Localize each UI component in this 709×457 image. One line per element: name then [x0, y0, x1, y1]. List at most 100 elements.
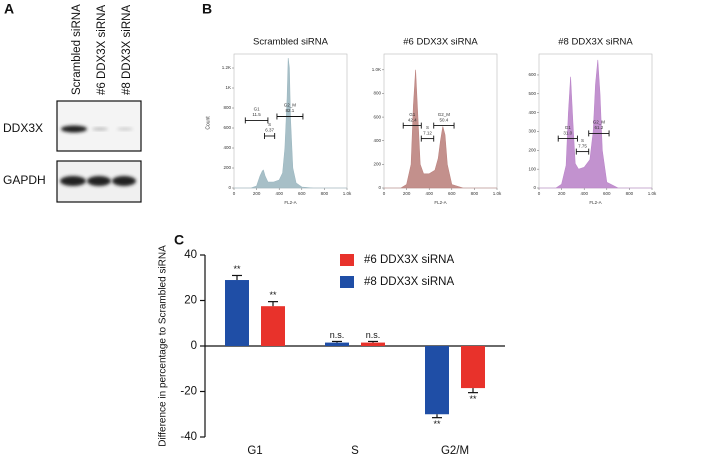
y-tick-label: 0	[533, 185, 536, 190]
row-label: GAPDH	[3, 173, 46, 187]
x-axis-label: FL2-A	[284, 200, 296, 205]
y-tick-label: 0	[378, 185, 381, 190]
x-tick-label: 1.0k	[493, 191, 502, 196]
legend-swatch	[340, 276, 354, 288]
y-tick-label: 1K	[225, 85, 231, 90]
x-tick-label: 600	[603, 191, 611, 196]
gate-name: G1	[565, 125, 572, 130]
x-tick-label: 400	[425, 191, 433, 196]
panel-letter: C	[174, 232, 184, 248]
gate-value: 42.4	[408, 117, 417, 122]
lane-label: #8 DDX3X siRNA	[121, 5, 133, 95]
chart-title: #8 DDX3X siRNA	[558, 37, 633, 48]
gate-value: 82.1	[286, 108, 295, 113]
bar	[425, 346, 449, 415]
bar	[461, 346, 485, 389]
y-tick-label: 20	[184, 295, 197, 307]
gate-value: 50.4	[440, 117, 449, 122]
y-tick-label: 0	[191, 340, 197, 352]
y-tick-label: 600	[528, 72, 536, 77]
bar	[261, 306, 285, 346]
gate-name: G2_M	[438, 112, 451, 117]
y-tick-label: 40	[184, 249, 197, 261]
y-tick-label: 800	[373, 91, 381, 96]
y-tick-label: 1.0K	[372, 67, 381, 72]
y-tick-label: 600	[373, 114, 381, 119]
x-tick-label: 0	[538, 191, 541, 196]
x-tick-label: 400	[580, 191, 588, 196]
significance-label: **	[469, 394, 477, 404]
y-tick-label: 800	[223, 105, 231, 110]
bar	[325, 342, 349, 346]
gate-value: 7.75	[578, 143, 587, 148]
x-tick-label: 1.0k	[648, 191, 657, 196]
legend-swatch	[340, 254, 354, 266]
x-tick-label: G2/M	[441, 445, 469, 457]
gate-name: G1	[254, 107, 261, 112]
y-tick-label: 500	[528, 91, 536, 96]
x-axis-label: FL2-A	[434, 200, 446, 205]
x-tick-label: 800	[321, 191, 329, 196]
panel-letter: B	[202, 1, 212, 17]
x-tick-label: G1	[247, 445, 262, 457]
significance-label: **	[269, 290, 277, 300]
blot-gapdh	[56, 160, 142, 203]
x-tick-label: 600	[298, 191, 306, 196]
y-tick-label: 300	[528, 129, 536, 134]
lane-label: #6 DDX3X siRNA	[96, 5, 108, 95]
blot-ddx3x	[56, 100, 142, 152]
significance-label: **	[433, 419, 441, 429]
x-tick-label: 400	[275, 191, 283, 196]
bar	[225, 280, 249, 346]
x-tick-label: 200	[403, 191, 411, 196]
y-tick-label: -20	[180, 386, 197, 398]
y-tick-label: 400	[223, 145, 231, 150]
row-label: DDX3X	[3, 121, 43, 135]
y-axis-label: Difference in percentage to Scrambled si…	[158, 245, 169, 447]
x-tick-label: 0	[383, 191, 386, 196]
chart-title: #6 DDX3X siRNA	[403, 37, 478, 48]
significance-label: n.s.	[330, 330, 345, 340]
y-tick-label: 100	[528, 166, 536, 171]
chart-title: Scrambled siRNA	[253, 37, 329, 48]
y-tick-label: 200	[223, 165, 231, 170]
legend-label: #6 DDX3X siRNA	[364, 254, 454, 266]
x-tick-label: 200	[253, 191, 261, 196]
y-tick-label: 200	[528, 148, 536, 153]
bar	[361, 342, 385, 346]
significance-label: **	[233, 264, 241, 274]
histogram	[539, 59, 652, 189]
gate-name: S	[426, 125, 429, 130]
significance-label: n.s.	[366, 330, 381, 340]
y-tick-label: -40	[180, 431, 197, 443]
y-axis-label: Count	[205, 116, 211, 130]
x-axis-label: FL2-A	[589, 200, 601, 205]
gate-value: 6.37	[265, 128, 274, 133]
y-tick-label: 400	[373, 138, 381, 143]
x-tick-label: 200	[558, 191, 566, 196]
x-tick-label: 600	[448, 191, 456, 196]
x-tick-label: 800	[471, 191, 479, 196]
gate-name: G2_M	[593, 120, 606, 125]
gate-name: S	[581, 138, 584, 143]
y-tick-label: 1.2K	[222, 65, 231, 70]
histogram	[384, 69, 497, 189]
histogram	[234, 57, 347, 189]
y-tick-label: 0	[228, 185, 231, 190]
gate-value: 61.2	[595, 125, 604, 130]
y-tick-label: 400	[528, 110, 536, 115]
gate-value: 31.0	[563, 130, 572, 135]
y-tick-label: 600	[223, 125, 231, 130]
x-tick-label: 0	[233, 191, 236, 196]
x-tick-label: 800	[626, 191, 634, 196]
lane-label: Scrambled siRNA	[71, 4, 83, 95]
y-tick-label: 200	[373, 162, 381, 167]
gate-name: G1	[409, 112, 416, 117]
x-tick-label: 1.0k	[343, 191, 352, 196]
gate-value: 7.12	[423, 130, 432, 135]
legend-label: #8 DDX3X siRNA	[364, 276, 454, 288]
gate-name: S	[268, 122, 271, 127]
gate-value: 11.5	[252, 112, 261, 117]
gate-name: G2_M	[284, 103, 297, 108]
